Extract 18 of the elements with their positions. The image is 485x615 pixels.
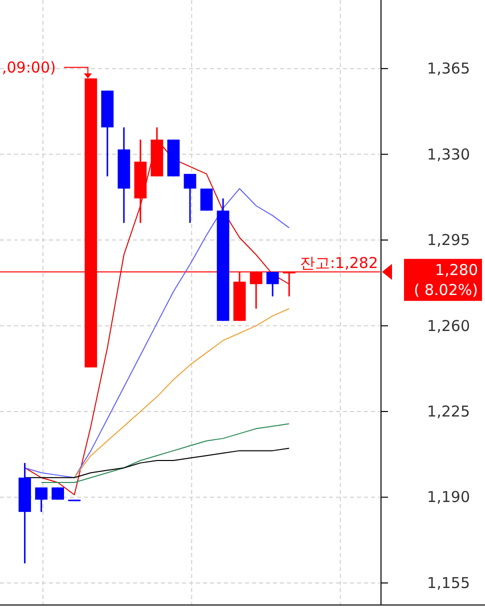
ref-line-label: 잔고:1,282 xyxy=(300,254,378,272)
y-tick-label: 1,295 xyxy=(427,231,470,250)
y-tick-label: 1,155 xyxy=(427,574,470,592)
text: 1,280 xyxy=(435,260,478,279)
line-series xyxy=(40,423,290,484)
y-tick-label: 1,225 xyxy=(427,402,470,420)
text: ( 8.02%) xyxy=(414,280,478,299)
y-tick-label: 1,260 xyxy=(427,316,470,335)
candlestick xyxy=(266,271,279,298)
annotation: ,09:00) xyxy=(2,58,56,76)
line-series xyxy=(74,308,290,478)
candlestick xyxy=(35,486,48,513)
y-tick-label: 1,190 xyxy=(427,488,470,506)
candlestick xyxy=(200,188,213,212)
candlestick xyxy=(184,173,196,224)
line-series xyxy=(24,188,290,478)
y-tick-label: 1,365 xyxy=(427,60,470,78)
y-tick-label: 1,330 xyxy=(427,145,470,164)
